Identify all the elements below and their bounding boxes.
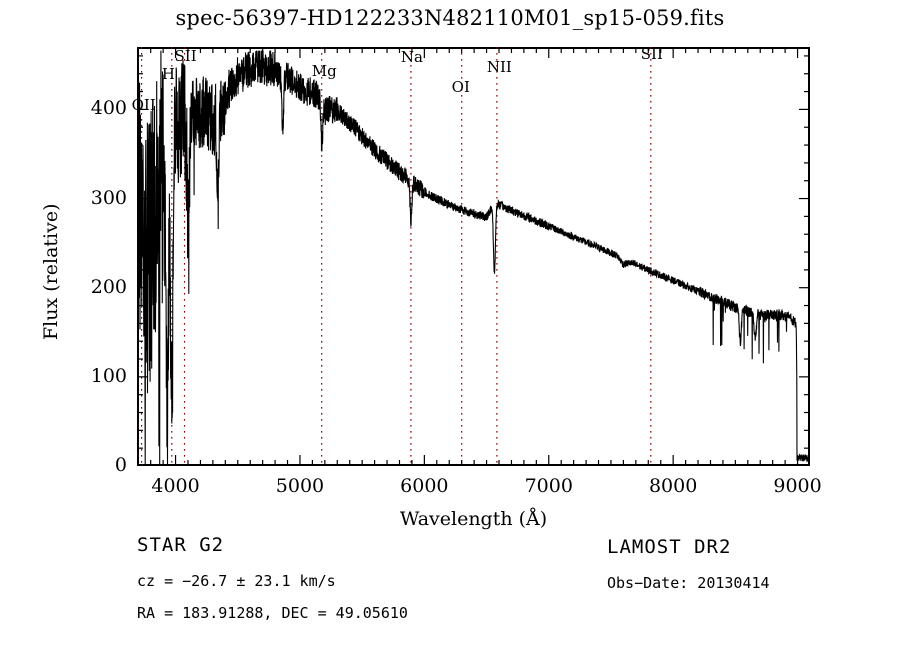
spectral-line-label: NII — [486, 57, 512, 76]
y-axis-tick-label: 100 — [90, 364, 127, 387]
y-axis-tick-label: 400 — [90, 97, 127, 120]
survey-label: LAMOST DR2 — [607, 536, 732, 558]
redshift-velocity-label: cz = −26.7 ± 23.1 km/s — [137, 572, 336, 590]
y-axis-tick-label: 0 — [114, 454, 127, 476]
spectrum-trace — [137, 50, 810, 465]
coordinates-label: RA = 183.91288, DEC = 49.05610 — [137, 604, 408, 622]
spectral-line-label: H — [161, 64, 175, 83]
spectral-line-label: OI — [451, 78, 470, 97]
x-axis-ticks — [137, 47, 810, 466]
spectral-line-label: SII — [640, 45, 663, 64]
x-axis-tick-label: 6000 — [400, 475, 449, 497]
page-title: spec-56397-HD122233N482110M01_sp15-059.f… — [175, 6, 725, 30]
x-axis-tick-label: 9000 — [773, 475, 822, 497]
y-axis-title: Flux (relative) — [40, 203, 62, 341]
spectral-line-markers — [140, 47, 652, 466]
y-axis-tick-label: 200 — [90, 275, 127, 298]
spectral-line-label: SII — [174, 46, 197, 65]
spectrum-canvas — [137, 47, 810, 466]
x-axis-tick-label: 8000 — [648, 475, 698, 497]
spectral-line-label: Na — [400, 47, 423, 66]
y-axis-tick-label: 300 — [90, 186, 127, 209]
observation-date-label: Obs−Date: 20130414 — [607, 574, 770, 592]
x-axis-title: Wavelength (Å) — [399, 508, 548, 530]
x-axis-tick-label: 7000 — [524, 475, 573, 497]
x-axis-tick-label: 4000 — [151, 475, 200, 497]
y-axis-ticks — [137, 55, 810, 466]
object-class-label: STAR G2 — [137, 534, 225, 556]
x-axis-tick-label: 5000 — [275, 475, 325, 497]
spectral-line-label: Mg — [311, 62, 337, 81]
spectral-line-label: OII — [131, 95, 156, 114]
